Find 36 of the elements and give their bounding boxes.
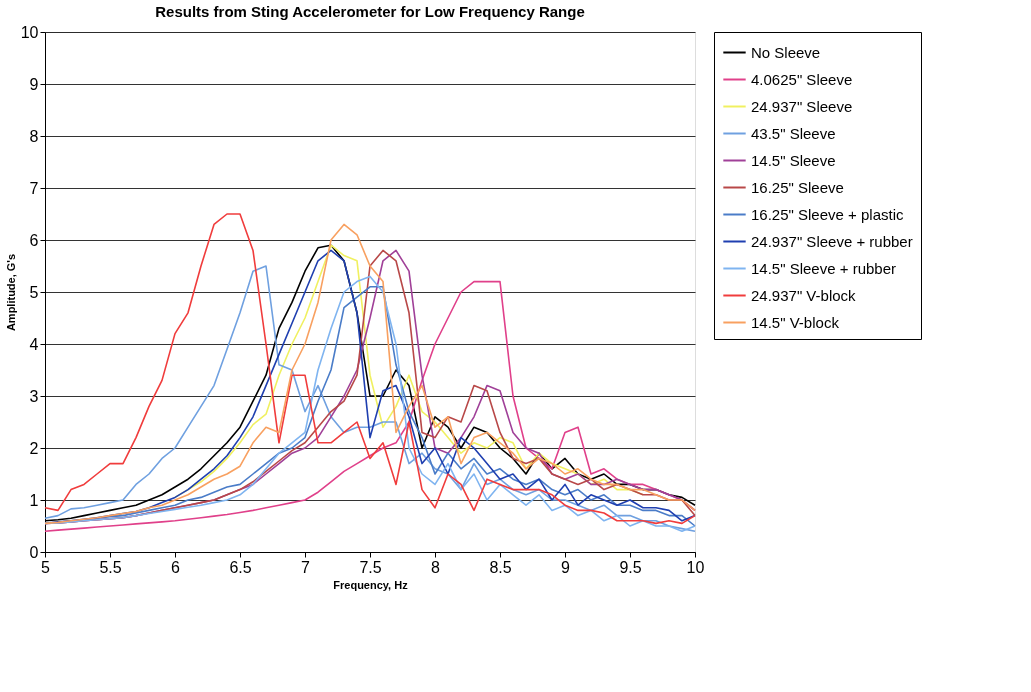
x-tick-label: 5 bbox=[41, 558, 51, 576]
x-tick-label: 9 bbox=[561, 558, 571, 576]
x-tick-label: 7 bbox=[301, 558, 311, 576]
x-axis-title: Frequency, Hz bbox=[333, 578, 409, 591]
y-tick-label: 8 bbox=[29, 127, 39, 145]
legend-label: 24.937" V-block bbox=[751, 286, 857, 304]
y-tick-label: 10 bbox=[20, 23, 39, 41]
legend-label: 14.5" Sleeve bbox=[751, 151, 836, 169]
y-tick-label: 7 bbox=[29, 179, 39, 197]
y-tick-label: 4 bbox=[29, 335, 39, 353]
x-tick-label: 5.5 bbox=[99, 558, 122, 576]
legend-label: 14.5" V-block bbox=[751, 313, 840, 331]
legend-label: No Sleeve bbox=[751, 43, 821, 61]
y-tick-label: 5 bbox=[29, 283, 39, 301]
x-tick-label: 8.5 bbox=[489, 558, 512, 576]
y-tick-label: 2 bbox=[29, 439, 39, 457]
y-tick-label: 9 bbox=[29, 75, 39, 93]
x-tick-label: 10 bbox=[686, 558, 705, 576]
legend-label: 14.5" Sleeve + rubber bbox=[751, 259, 897, 277]
chart-title: Results from Sting Accelerometer for Low Frequency Range bbox=[155, 3, 585, 20]
y-tick-label: 0 bbox=[29, 543, 39, 561]
legend-label: 16.25" Sleeve + plastic bbox=[751, 205, 904, 223]
legend-label: 43.5" Sleeve bbox=[751, 124, 836, 142]
legend-label: 4.0625" Sleeve bbox=[751, 70, 853, 88]
y-tick-label: 6 bbox=[29, 231, 39, 249]
x-tick-label: 8 bbox=[431, 558, 441, 576]
x-tick-label: 6.5 bbox=[229, 558, 252, 576]
y-axis-title: Amplitude, G's bbox=[4, 253, 17, 332]
y-tick-label: 1 bbox=[29, 491, 39, 509]
y-tick-label: 3 bbox=[29, 387, 39, 405]
x-tick-label: 7.5 bbox=[359, 558, 382, 576]
x-tick-label: 9.5 bbox=[619, 558, 642, 576]
legend-label: 24.937" Sleeve + rubber bbox=[751, 232, 913, 250]
legend-label: 16.25" Sleeve bbox=[751, 178, 844, 196]
x-tick-label: 6 bbox=[171, 558, 181, 576]
legend-label: 24.937" Sleeve bbox=[751, 97, 853, 115]
